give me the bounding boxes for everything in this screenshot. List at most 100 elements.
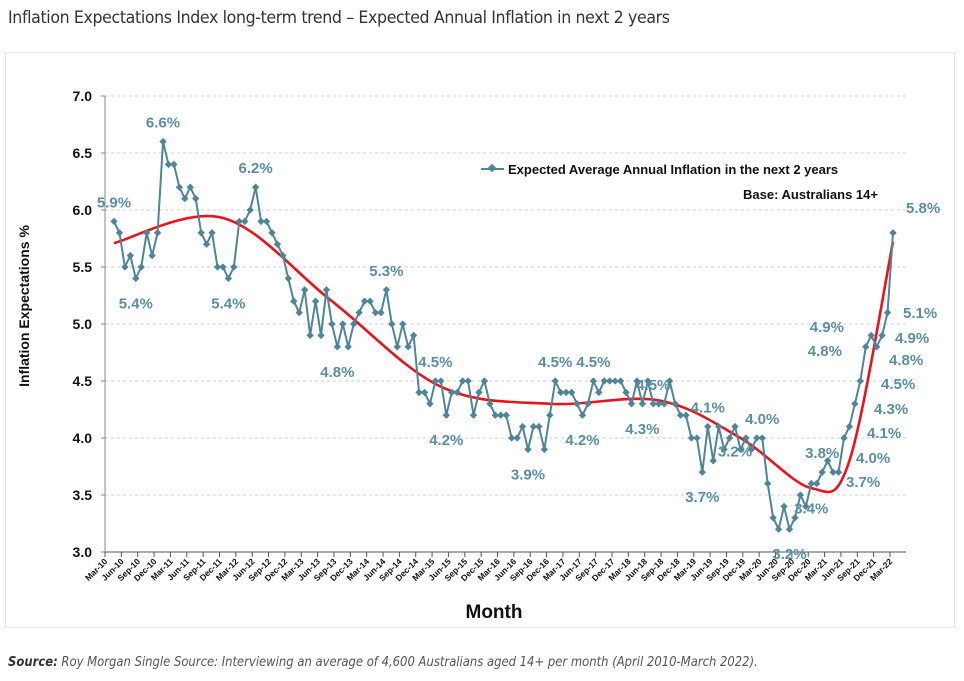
data-point: [497, 411, 505, 419]
data-point: [409, 331, 418, 340]
data-label: 5.1%: [903, 305, 937, 322]
chart-frame: 3.0 3.5 4.0 4.5 5.0 5.5 6.0 6.5 7.0 Mar-10 Jun-10…: [5, 52, 955, 628]
data-point: [769, 514, 777, 522]
data-point: [175, 183, 184, 191]
data-point: [143, 229, 151, 237]
data-point: [415, 388, 423, 397]
data-point: [687, 434, 696, 442]
data-point: [616, 377, 625, 385]
data-point: [872, 343, 881, 351]
data-point: [208, 229, 216, 237]
data-label: 4.1%: [691, 400, 725, 417]
data-point: [518, 422, 527, 431]
data-point: [567, 388, 576, 397]
data-point: [818, 468, 826, 476]
data-label: 4.9%: [895, 330, 929, 347]
data-label: 3.7%: [685, 489, 719, 506]
data-point: [219, 263, 227, 271]
y-tick-label: 4.5: [73, 373, 93, 389]
source-note: Source: Roy Morgan Single Source: Interv…: [8, 654, 758, 670]
data-point: [486, 400, 494, 408]
data-point: [578, 411, 587, 419]
data-point: [469, 411, 478, 419]
data-point: [132, 274, 140, 283]
data-label: 4.0%: [745, 411, 779, 428]
data-point: [371, 308, 380, 317]
data-point: [845, 422, 854, 431]
data-point: [524, 445, 532, 454]
data-point: [311, 297, 320, 305]
data-label: 6.2%: [239, 160, 273, 177]
annotations: 5.9% 5.4% 6.6% 5.4% 6.2% 4.8% 5.3% 4.5% 4.2% 3.9%…: [97, 115, 940, 564]
y-tick-label: 6.5: [73, 145, 93, 161]
data-point: [862, 343, 870, 351]
data-label: 3.2%: [772, 546, 806, 563]
data-point: [192, 194, 200, 203]
data-point: [420, 388, 429, 397]
data-point: [747, 445, 756, 454]
data-point: [502, 411, 510, 419]
data-label: 5.9%: [97, 194, 131, 211]
data-point: [268, 229, 276, 237]
data-point: [829, 468, 837, 476]
data-point: [660, 400, 668, 408]
data-point: [529, 422, 538, 431]
data-point: [110, 217, 118, 226]
y-tick-label: 4.0: [73, 430, 93, 446]
data-point: [644, 377, 652, 385]
data-point: [546, 411, 554, 419]
inflation-chart: 3.03.54.04.55.05.56.06.57.0 Mar-10Jun-10…: [16, 88, 940, 623]
data-point: [889, 229, 897, 237]
y-tick-label: 5.0: [73, 316, 93, 332]
data-point: [840, 434, 848, 442]
data-label: 4.8%: [808, 343, 842, 360]
data-label: 3.2%: [718, 444, 752, 461]
data-point: [448, 388, 456, 397]
data-series: [110, 137, 897, 533]
data-point: [284, 274, 292, 283]
data-point: [736, 445, 745, 454]
data-point: [273, 240, 282, 248]
data-point: [774, 525, 783, 533]
data-point: [649, 400, 657, 408]
data-point: [317, 331, 325, 340]
data-point: [764, 479, 772, 488]
data-point: [399, 320, 407, 328]
legend: Expected Average Annual Inflation in the…: [481, 162, 878, 202]
data-point: [791, 514, 799, 522]
data-label: 3.9%: [511, 466, 545, 483]
data-point: [404, 343, 412, 351]
data-point: [235, 217, 243, 226]
data-point: [344, 343, 352, 351]
data-point: [458, 377, 467, 385]
data-point: [224, 274, 233, 283]
data-point: [251, 183, 260, 191]
data-point: [796, 491, 805, 499]
data-point: [431, 377, 440, 385]
data-label: 3.8%: [805, 445, 839, 462]
data-point: [290, 297, 298, 305]
data-point: [464, 377, 472, 385]
data-point: [159, 137, 167, 146]
data-point: [491, 411, 500, 419]
data-point: [475, 388, 483, 397]
legend-swatch-marker: [487, 163, 497, 173]
data-point: [388, 320, 396, 328]
data-point: [562, 388, 570, 397]
data-point: [350, 320, 358, 328]
data-point: [655, 400, 663, 408]
data-label: 4.2%: [565, 432, 599, 449]
y-tick-label: 3.0: [73, 544, 93, 560]
data-point: [633, 377, 641, 385]
source-label: Source:: [8, 654, 58, 670]
data-point: [622, 388, 630, 397]
data-point: [851, 400, 859, 408]
data-point: [230, 263, 238, 271]
data-point: [437, 377, 445, 385]
data-point: [720, 445, 728, 454]
data-label: 5.4%: [211, 295, 245, 312]
y-tick-label: 3.5: [73, 487, 93, 503]
gridlines: [105, 95, 906, 496]
data-point: [589, 377, 598, 385]
data-point: [704, 422, 712, 431]
